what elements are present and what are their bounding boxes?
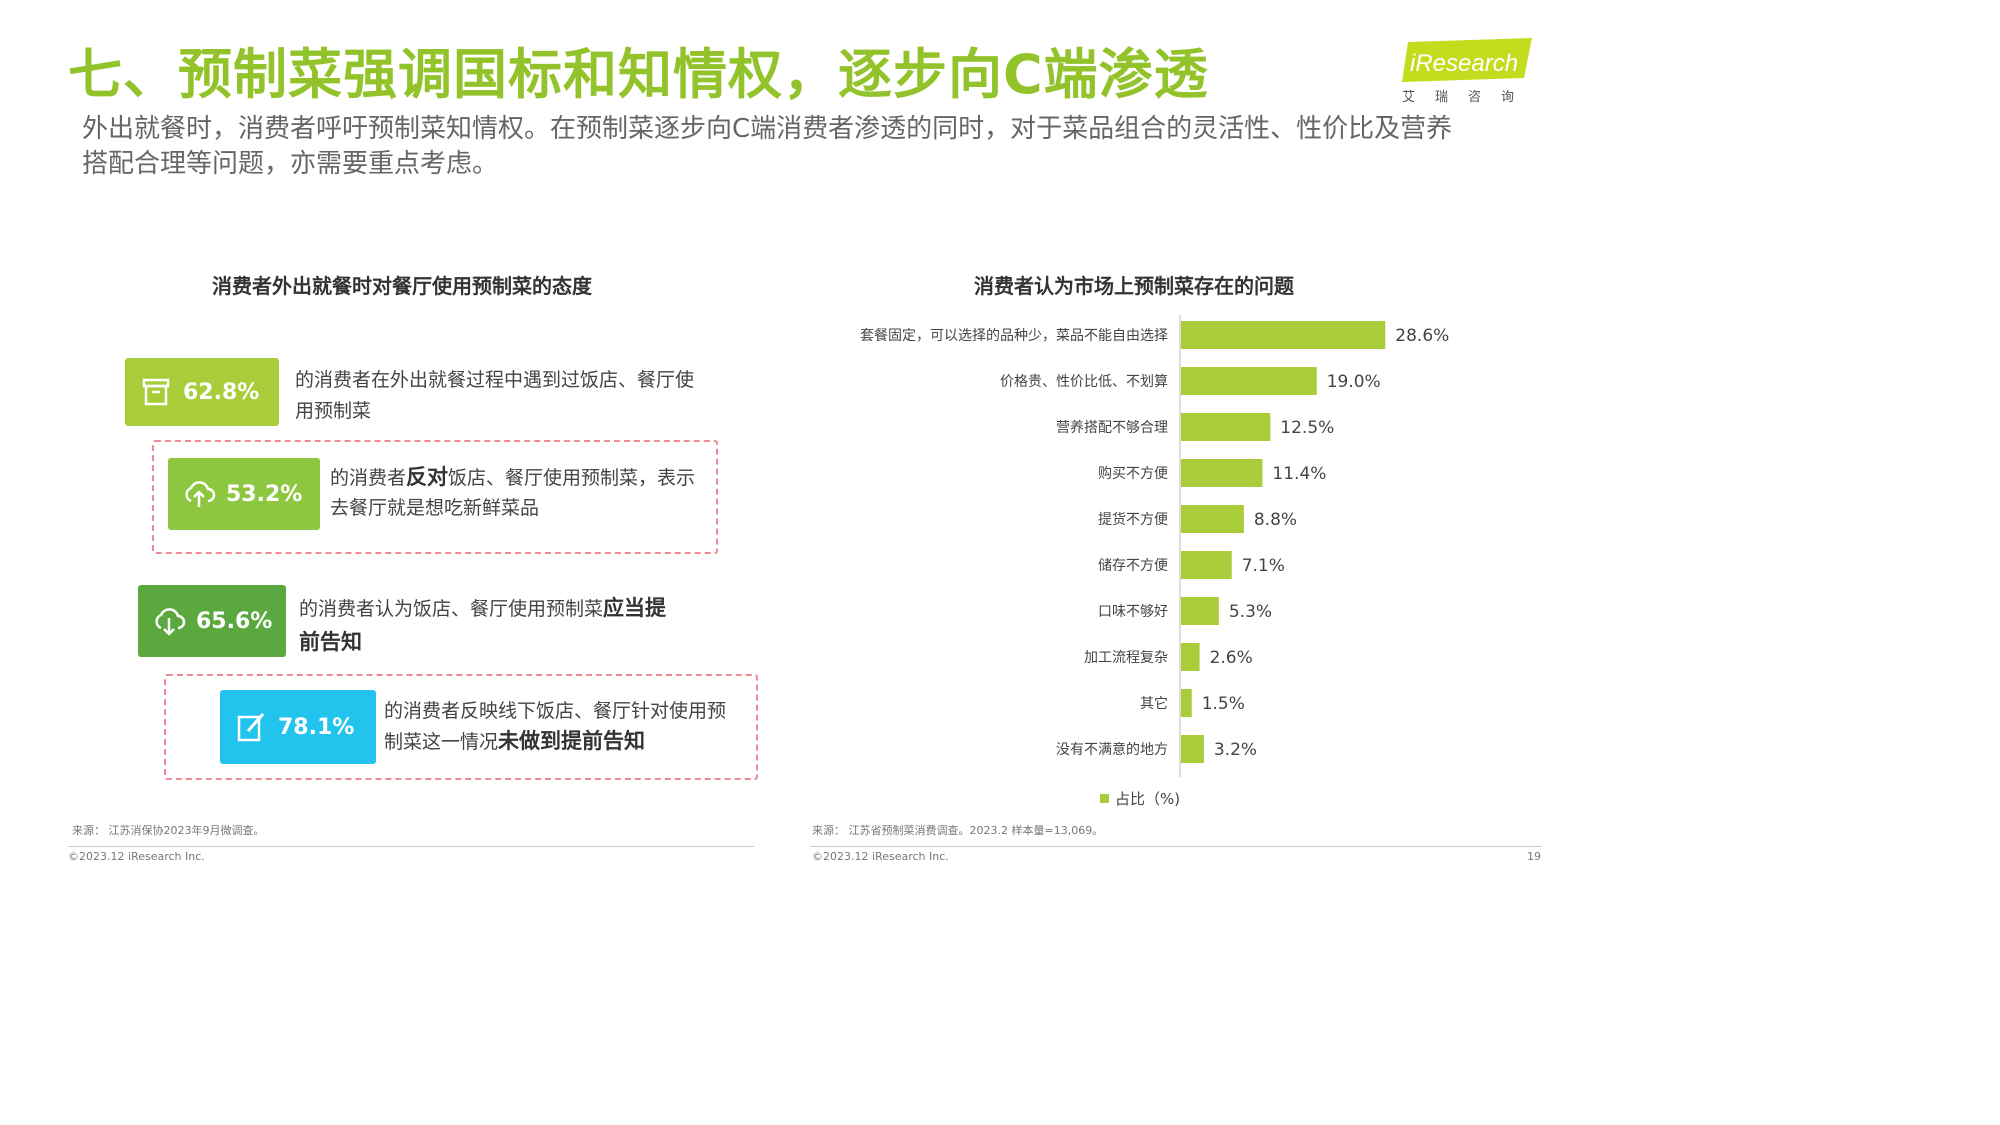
stat-desc-2: 的消费者反对饭店、餐厅使用预制菜，表示去餐厅就是想吃新鲜菜品 — [330, 465, 696, 519]
stat-value: 78.1% — [278, 714, 355, 740]
category-label: 加工流程复杂 — [1084, 649, 1168, 666]
category-label: 其它 — [1140, 695, 1168, 712]
stat-desc-4: 的消费者反映线下饭店、餐厅针对使用预制菜这一情况未做到提前告知 — [384, 700, 727, 753]
category-label: 口味不够好 — [1098, 604, 1168, 620]
value-label: 2.6% — [1210, 648, 1253, 668]
left-footer-divider — [68, 846, 754, 847]
value-label: 12.5% — [1280, 418, 1334, 438]
stat-card-1: 62.8% — [125, 358, 279, 426]
stat-card-2: 53.2% — [168, 458, 320, 530]
bar — [1181, 643, 1200, 671]
page-subtitle: 外出就餐时，消费者呼吁预制菜知情权。在预制菜逐步向C端消费者渗透的同时，对于菜品… — [82, 114, 1453, 179]
archive-box-icon — [142, 378, 170, 406]
category-label: 套餐固定，可以选择的品种少，菜品不能自由选择 — [860, 328, 1168, 344]
value-label: 7.1% — [1242, 556, 1285, 576]
value-label: 8.8% — [1254, 510, 1297, 530]
bar — [1181, 413, 1271, 441]
category-label: 营养搭配不够合理 — [1056, 420, 1168, 436]
bar — [1181, 551, 1232, 579]
highlight-frame-2 — [164, 674, 758, 780]
category-label: 提货不方便 — [1098, 511, 1168, 528]
stat-card-4: 78.1% — [220, 690, 376, 764]
bar — [1181, 689, 1192, 717]
page-number: 19 — [1527, 850, 1541, 863]
right-copyright: ©2023.12 iResearch Inc. — [812, 850, 949, 863]
stat-value: 53.2% — [226, 481, 303, 507]
right-footer-divider — [810, 846, 1542, 847]
value-label: 19.0% — [1327, 372, 1381, 392]
left-source: 来源： 江苏消保协2023年9月微调查。 — [72, 824, 265, 837]
category-label: 没有不满意的地方 — [1056, 741, 1168, 758]
right-section-title: 消费者认为市场上预制菜存在的问题 — [974, 274, 1294, 298]
value-label: 3.2% — [1214, 740, 1257, 760]
chart-legend: 占比（%) — [1100, 788, 1180, 809]
edit-document-icon — [237, 713, 265, 742]
stat-card-3: 65.6% — [138, 585, 286, 657]
stat-value: 65.6% — [196, 608, 273, 634]
category-label: 价格贵、性价比低、不划算 — [1000, 374, 1168, 390]
value-label: 1.5% — [1202, 694, 1245, 714]
logo-text: iResearch — [1410, 50, 1518, 77]
value-label: 5.3% — [1229, 602, 1272, 622]
page-title: 七、预制菜强调国标和知情权，逐步向C端渗透 — [68, 43, 1209, 106]
bar — [1181, 505, 1244, 533]
legend-swatch — [1100, 794, 1109, 803]
right-source: 来源： 江苏省预制菜消费调查。2023.2 样本量=13,069。 — [812, 824, 1104, 837]
bar — [1181, 321, 1386, 349]
bar-chart: 套餐固定，可以选择的品种少，菜品不能自由选择 28.6% 价格贵、性价比低、不划算 1… — [860, 315, 1449, 777]
highlight-frame-1 — [152, 440, 718, 554]
bar — [1181, 597, 1219, 625]
left-section-title: 消费者外出就餐时对餐厅使用预制菜的态度 — [212, 274, 592, 298]
bar — [1181, 459, 1263, 487]
cloud-download-icon — [155, 608, 186, 636]
bar — [1181, 367, 1317, 395]
value-label: 11.4% — [1272, 464, 1326, 484]
stat-desc-1: 的消费者在外出就餐过程中遇到过饭店、餐厅使用预制菜 — [295, 369, 695, 422]
logo-subtitle: 艾瑞咨询 — [1402, 90, 1535, 105]
legend-label: 占比（%) — [1115, 790, 1181, 808]
stat-desc-3: 的消费者认为饭店、餐厅使用预制菜应当提前告知 — [299, 596, 667, 654]
value-label: 28.6% — [1395, 326, 1449, 346]
category-label: 储存不方便 — [1098, 558, 1168, 574]
stat-value: 62.8% — [183, 379, 260, 405]
category-label: 购买不方便 — [1098, 466, 1168, 482]
cloud-upload-icon — [185, 481, 216, 507]
bar — [1181, 735, 1204, 763]
iresearch-logo: iResearch — [1402, 38, 1532, 82]
left-copyright: ©2023.12 iResearch Inc. — [68, 850, 205, 863]
